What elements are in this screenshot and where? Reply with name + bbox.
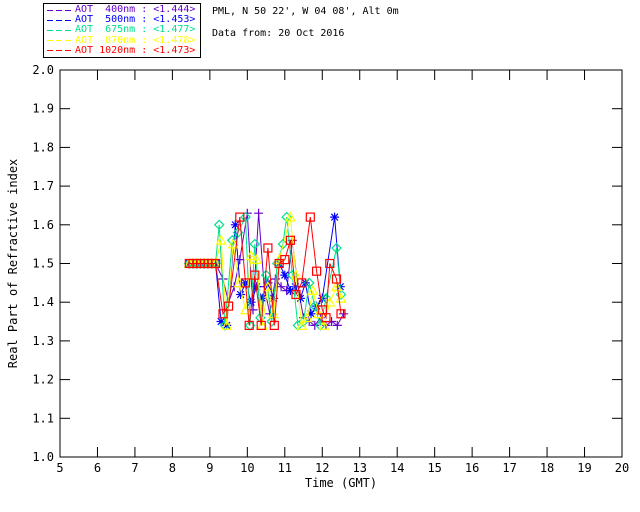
legend-dash-swatch bbox=[47, 40, 71, 42]
svg-text:1.1: 1.1 bbox=[32, 411, 54, 425]
svg-text:2.0: 2.0 bbox=[32, 63, 54, 77]
svg-text:1.8: 1.8 bbox=[32, 140, 54, 154]
y-axis-title: Real Part of Refractive index bbox=[6, 159, 20, 369]
x-axis-title: Time (GMT) bbox=[305, 476, 377, 490]
svg-text:20: 20 bbox=[615, 461, 629, 475]
svg-text:1.3: 1.3 bbox=[32, 334, 54, 348]
legend-label: AOT 400nm : <1.444> bbox=[75, 4, 196, 16]
legend-dash-swatch bbox=[47, 9, 71, 11]
y-tick-labels: 1.0 1.1 1.2 1.3 1.4 1.5 1.6 1.7 1.8 1.9 2.0 bbox=[32, 63, 54, 464]
svg-text:8: 8 bbox=[169, 461, 176, 475]
svg-text:17: 17 bbox=[502, 461, 516, 475]
svg-text:15: 15 bbox=[427, 461, 441, 475]
svg-text:13: 13 bbox=[353, 461, 367, 475]
svg-text:1.4: 1.4 bbox=[32, 295, 54, 309]
svg-text:1.9: 1.9 bbox=[32, 102, 54, 116]
legend-label: AOT 870nm : <1.478> bbox=[75, 34, 196, 46]
legend-item-: AOT 500nm : <1.453> bbox=[47, 15, 200, 25]
legend-item-: AOT 400nm : <1.444> bbox=[47, 5, 200, 15]
plot-frame bbox=[59, 69, 623, 458]
legend-dash-swatch bbox=[47, 19, 71, 21]
svg-text:16: 16 bbox=[465, 461, 479, 475]
svg-text:1.6: 1.6 bbox=[32, 218, 54, 232]
legend-item-: AOT 870nm : <1.478> bbox=[47, 34, 200, 46]
data-date-text: Data from: 20 Oct 2016 bbox=[212, 28, 345, 39]
legend-label: AOT 675nm : <1.477> bbox=[75, 24, 196, 36]
legend-label: AOT 1020nm : <1.473> bbox=[75, 44, 196, 56]
legend-box: AOT 400nm : <1.444> AOT 500nm : <1.453> AO… bbox=[43, 3, 201, 58]
svg-text:12: 12 bbox=[315, 461, 329, 475]
svg-text:7: 7 bbox=[131, 461, 138, 475]
series-1020nm bbox=[184, 212, 346, 330]
svg-text:1.5: 1.5 bbox=[32, 257, 54, 271]
series- bbox=[183, 211, 347, 331]
legend-label: AOT 500nm : <1.453> bbox=[75, 14, 196, 26]
x-tick-labels: 5 6 7 8 9 10 11 12 13 14 15 16 17 18 19 20 bbox=[56, 461, 629, 475]
legend-dash-swatch bbox=[47, 50, 71, 52]
x-axis bbox=[59, 70, 623, 457]
svg-text:1.0: 1.0 bbox=[32, 450, 54, 464]
svg-text:1.2: 1.2 bbox=[32, 373, 54, 387]
svg-text:6: 6 bbox=[94, 461, 101, 475]
svg-text:18: 18 bbox=[540, 461, 554, 475]
y-axis bbox=[60, 69, 622, 458]
svg-text:19: 19 bbox=[577, 461, 591, 475]
svg-text:10: 10 bbox=[240, 461, 254, 475]
site-location-text: PML, N 50 22', W 04 08', Alt 0m bbox=[212, 6, 399, 17]
legend-item-: AOT 675nm : <1.477> bbox=[47, 25, 200, 35]
svg-text:9: 9 bbox=[206, 461, 213, 475]
legend-dash-swatch bbox=[47, 29, 71, 31]
svg-text:14: 14 bbox=[390, 461, 404, 475]
svg-text:11: 11 bbox=[278, 461, 292, 475]
svg-text:1.7: 1.7 bbox=[32, 179, 54, 193]
svg-text:5: 5 bbox=[56, 461, 63, 475]
legend-item-1020nm: AOT 1020nm : <1.473> bbox=[47, 44, 200, 56]
